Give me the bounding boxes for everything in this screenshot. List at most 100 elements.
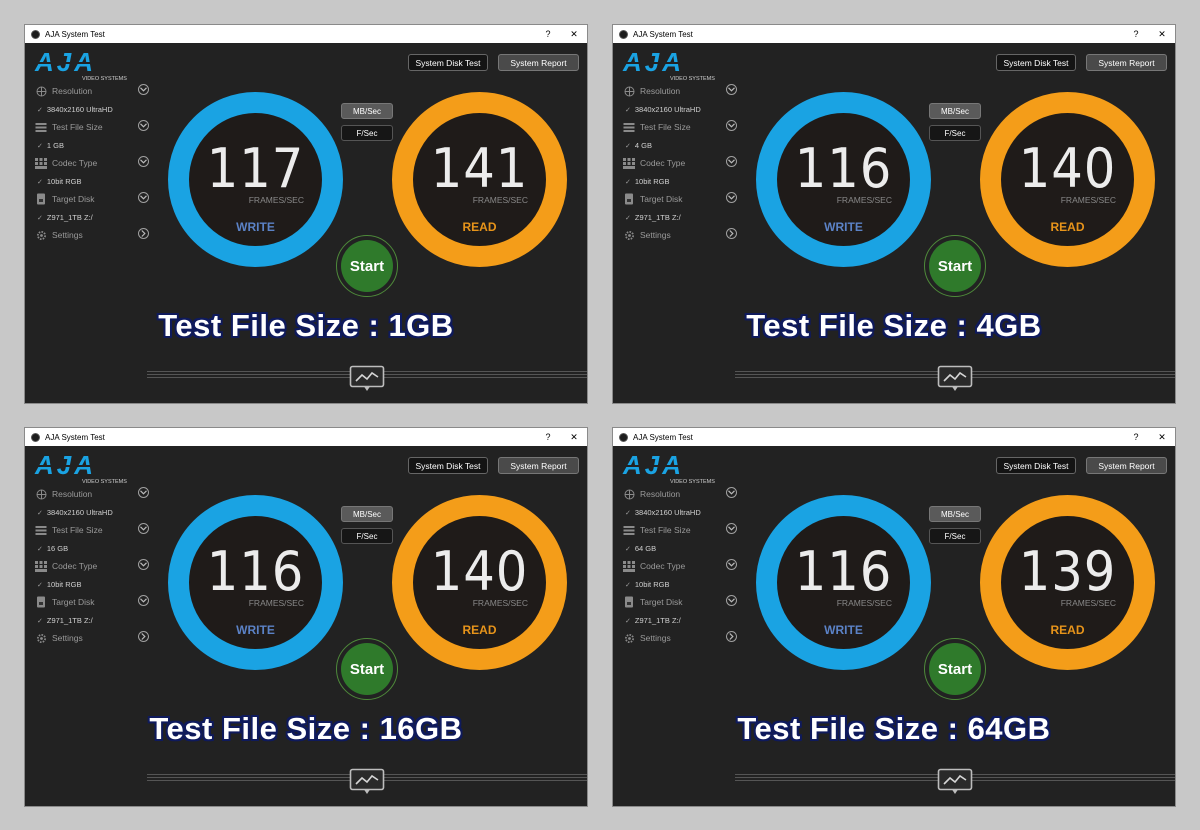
close-button[interactable]: ✕ bbox=[1158, 431, 1166, 442]
write-unit: FRAMES/SEC bbox=[836, 195, 892, 205]
sidebar-item-resolution[interactable]: Resolution bbox=[623, 84, 737, 98]
codec-value: 10bit RGB bbox=[46, 580, 82, 589]
help-button[interactable]: ? bbox=[545, 432, 551, 442]
system-report-button[interactable]: System Report bbox=[498, 54, 579, 71]
sidebar-item-file-size[interactable]: Test File Size bbox=[35, 120, 149, 134]
sidebar-item-codec[interactable]: Codec Type bbox=[35, 156, 149, 170]
sidebar-item-target-disk[interactable]: Target Disk bbox=[35, 595, 149, 609]
close-button[interactable]: ✕ bbox=[570, 28, 578, 39]
target-disk-value: Z971_1TB Z:/ bbox=[634, 213, 681, 222]
disk-icon bbox=[35, 193, 47, 205]
f-sec-toggle[interactable]: F/Sec bbox=[929, 528, 981, 544]
sidebar-label: Target Disk bbox=[640, 597, 683, 607]
mb-sec-toggle[interactable]: MB/Sec bbox=[929, 506, 981, 522]
aja-system-test-window-1: AJA System Test ? ✕ AJA VIDEO SYSTEMS Re… bbox=[24, 24, 588, 404]
graph-toggle-icon[interactable] bbox=[349, 768, 385, 796]
start-label: Start bbox=[341, 240, 393, 292]
aja-system-test-window-4: AJA System Test ? ✕ AJA VIDEO SYSTEMS Re… bbox=[612, 427, 1176, 807]
f-sec-toggle[interactable]: F/Sec bbox=[341, 528, 393, 544]
start-button[interactable]: Start bbox=[924, 235, 986, 297]
f-sec-toggle[interactable]: F/Sec bbox=[929, 125, 981, 141]
sidebar-item-resolution[interactable]: Resolution bbox=[35, 84, 149, 98]
check-icon: ✓ bbox=[625, 618, 631, 625]
check-icon: ✓ bbox=[37, 582, 43, 589]
chevron-down-icon[interactable] bbox=[726, 120, 737, 131]
sidebar-item-file-size[interactable]: Test File Size bbox=[623, 120, 737, 134]
graph-toggle-icon[interactable] bbox=[349, 365, 385, 393]
chevron-down-icon[interactable] bbox=[138, 559, 149, 570]
chevron-down-icon[interactable] bbox=[726, 487, 737, 498]
logo-subtitle: VIDEO SYSTEMS bbox=[670, 479, 715, 485]
stack-icon bbox=[35, 121, 47, 133]
chevron-right-icon[interactable] bbox=[726, 228, 737, 239]
system-report-button[interactable]: System Report bbox=[498, 457, 579, 474]
sidebar-label: Codec Type bbox=[52, 561, 98, 571]
system-disk-test-button[interactable]: System Disk Test bbox=[408, 457, 488, 474]
help-button[interactable]: ? bbox=[545, 29, 551, 39]
start-label: Start bbox=[929, 240, 981, 292]
sidebar-item-file-size[interactable]: Test File Size bbox=[623, 523, 737, 537]
help-button[interactable]: ? bbox=[1133, 29, 1139, 39]
close-button[interactable]: ✕ bbox=[1158, 28, 1166, 39]
f-sec-toggle[interactable]: F/Sec bbox=[341, 125, 393, 141]
read-label: READ bbox=[462, 623, 497, 637]
app-icon bbox=[619, 432, 628, 442]
start-button[interactable]: Start bbox=[924, 638, 986, 700]
system-report-button[interactable]: System Report bbox=[1086, 54, 1167, 71]
sidebar-item-settings[interactable]: Settings bbox=[623, 631, 737, 645]
title-bar: AJA System Test ? ✕ bbox=[25, 428, 587, 446]
write-gauge: 116 FRAMES/SEC WRITE bbox=[168, 495, 343, 670]
chevron-right-icon[interactable] bbox=[138, 631, 149, 642]
sidebar-label: Test File Size bbox=[640, 525, 691, 535]
sidebar-label: Test File Size bbox=[52, 525, 103, 535]
chevron-down-icon[interactable] bbox=[138, 84, 149, 95]
chevron-right-icon[interactable] bbox=[726, 631, 737, 642]
chevron-down-icon[interactable] bbox=[726, 595, 737, 606]
system-report-button[interactable]: System Report bbox=[1086, 457, 1167, 474]
sidebar-item-target-disk[interactable]: Target Disk bbox=[35, 192, 149, 206]
help-button[interactable]: ? bbox=[1133, 432, 1139, 442]
chevron-down-icon[interactable] bbox=[726, 523, 737, 534]
mb-sec-toggle[interactable]: MB/Sec bbox=[341, 103, 393, 119]
test-file-size-caption: Test File Size : 4GB bbox=[746, 308, 1042, 343]
chevron-down-icon[interactable] bbox=[138, 523, 149, 534]
chevron-down-icon[interactable] bbox=[726, 156, 737, 167]
sidebar-item-file-size[interactable]: Test File Size bbox=[35, 523, 149, 537]
mb-sec-toggle[interactable]: MB/Sec bbox=[341, 506, 393, 522]
chevron-down-icon[interactable] bbox=[726, 84, 737, 95]
close-button[interactable]: ✕ bbox=[570, 431, 578, 442]
mb-sec-toggle[interactable]: MB/Sec bbox=[929, 103, 981, 119]
start-button[interactable]: Start bbox=[336, 235, 398, 297]
window-title: AJA System Test bbox=[45, 29, 105, 39]
system-disk-test-button[interactable]: System Disk Test bbox=[408, 54, 488, 71]
stack-icon bbox=[623, 524, 635, 536]
write-unit: FRAMES/SEC bbox=[248, 598, 304, 608]
sidebar-item-resolution[interactable]: Resolution bbox=[35, 487, 149, 501]
sidebar-item-target-disk[interactable]: Target Disk bbox=[623, 192, 737, 206]
graph-toggle-icon[interactable] bbox=[937, 768, 973, 796]
check-icon: ✓ bbox=[625, 143, 631, 150]
sidebar-item-settings[interactable]: Settings bbox=[35, 228, 149, 242]
file-size-value: 64 GB bbox=[634, 544, 657, 553]
system-disk-test-button[interactable]: System Disk Test bbox=[996, 54, 1076, 71]
chevron-down-icon[interactable] bbox=[726, 559, 737, 570]
graph-toggle-icon[interactable] bbox=[937, 365, 973, 393]
sidebar-item-settings[interactable]: Settings bbox=[623, 228, 737, 242]
system-disk-test-button[interactable]: System Disk Test bbox=[996, 457, 1076, 474]
start-button[interactable]: Start bbox=[336, 638, 398, 700]
sidebar-item-codec[interactable]: Codec Type bbox=[35, 559, 149, 573]
sidebar-item-target-disk[interactable]: Target Disk bbox=[623, 595, 737, 609]
sidebar-value: ✓ 3840x2160 UltraHD bbox=[37, 105, 113, 114]
read-label: READ bbox=[1050, 220, 1085, 234]
sidebar-item-settings[interactable]: Settings bbox=[35, 631, 149, 645]
chevron-right-icon[interactable] bbox=[138, 228, 149, 239]
chevron-down-icon[interactable] bbox=[138, 487, 149, 498]
sidebar-item-codec[interactable]: Codec Type bbox=[623, 156, 737, 170]
chevron-down-icon[interactable] bbox=[138, 192, 149, 203]
chevron-down-icon[interactable] bbox=[138, 156, 149, 167]
chevron-down-icon[interactable] bbox=[138, 120, 149, 131]
sidebar-item-codec[interactable]: Codec Type bbox=[623, 559, 737, 573]
chevron-down-icon[interactable] bbox=[726, 192, 737, 203]
chevron-down-icon[interactable] bbox=[138, 595, 149, 606]
sidebar-item-resolution[interactable]: Resolution bbox=[623, 487, 737, 501]
